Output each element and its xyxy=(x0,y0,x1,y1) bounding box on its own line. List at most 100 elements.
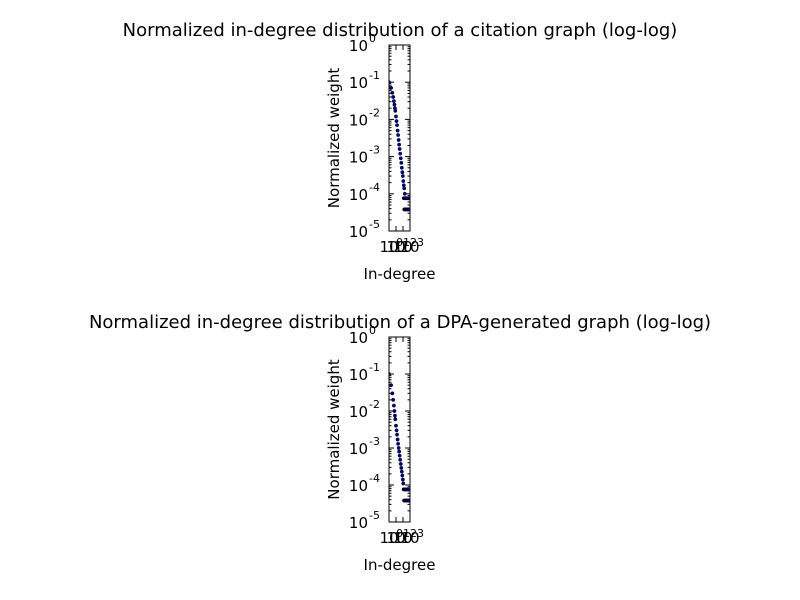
x-tick-label: 102 xyxy=(393,527,417,547)
y-tick-base: 10 xyxy=(349,149,368,167)
y-tick-exponent: -1 xyxy=(369,69,380,82)
y-tick-label: 10 0 xyxy=(349,32,376,55)
x-tick-exponent: 2 xyxy=(410,236,417,249)
x-tick-exponent: 2 xyxy=(410,527,417,540)
y-tick-exponent: -4 xyxy=(369,181,380,194)
y-tick-exponent: -5 xyxy=(369,509,380,522)
data-points xyxy=(389,372,410,503)
y-tick-base: 10 xyxy=(349,366,368,384)
plot-frame xyxy=(388,44,411,232)
data-point xyxy=(391,397,396,402)
y-tick-label: 10 -3 xyxy=(349,435,380,458)
data-point xyxy=(400,174,405,178)
y-tick-label: 10 -2 xyxy=(349,106,380,129)
x-tick-label: 100 xyxy=(379,236,403,256)
data-point xyxy=(390,391,395,396)
y-tick-label: 10 -1 xyxy=(349,69,380,92)
y-tick-base: 10 xyxy=(349,440,368,458)
data-point xyxy=(397,147,402,151)
data-point xyxy=(401,179,406,183)
x-axis-label: In-degree xyxy=(364,265,436,283)
y-tick-exponent: -1 xyxy=(369,361,380,374)
y-tick-exponent: -3 xyxy=(369,435,380,448)
x-tick-label: 101 xyxy=(386,527,410,547)
y-tick-exponent: 0 xyxy=(369,324,376,337)
x-tick-exponent: 3 xyxy=(417,236,424,249)
data-point xyxy=(407,487,410,492)
data-point xyxy=(392,409,397,413)
data-point xyxy=(393,108,398,113)
data-point xyxy=(399,465,404,470)
data-point xyxy=(393,417,398,422)
x-tick-base: 10 xyxy=(400,529,419,547)
y-tick-label: 10 -5 xyxy=(349,218,380,241)
y-tick-exponent: -5 xyxy=(369,218,380,231)
data-point xyxy=(394,423,398,428)
data-point xyxy=(394,428,399,433)
data-point xyxy=(395,432,399,437)
data-point xyxy=(401,481,406,486)
data-point xyxy=(399,160,404,165)
data-point xyxy=(398,462,403,466)
data-point xyxy=(397,449,402,454)
y-tick-base: 10 xyxy=(349,329,368,347)
data-point xyxy=(392,102,397,107)
y-tick-base: 10 xyxy=(349,223,368,241)
y-tick-label: 10 -2 xyxy=(349,398,380,421)
y-axis-label: Normalized weight xyxy=(325,359,343,500)
data-point xyxy=(395,437,400,442)
data-point xyxy=(389,383,394,388)
data-points xyxy=(389,80,410,212)
x-tick-label: 101 xyxy=(386,236,410,256)
data-point xyxy=(396,446,401,450)
subplot-2: Normalized in-degree distribution of a D… xyxy=(89,312,711,574)
data-point xyxy=(394,119,399,124)
y-tick-exponent: -3 xyxy=(369,144,380,157)
data-point xyxy=(389,86,394,90)
x-tick-label: 103 xyxy=(400,236,424,256)
y-tick-base: 10 xyxy=(349,74,368,92)
data-point xyxy=(389,80,391,85)
data-point xyxy=(398,457,403,462)
data-point xyxy=(400,477,405,482)
y-tick-label: 10 -3 xyxy=(349,144,380,167)
data-point xyxy=(402,186,407,191)
y-tick-base: 10 xyxy=(349,111,368,129)
y-tick-base: 10 xyxy=(349,186,368,204)
data-point xyxy=(396,133,401,137)
data-point xyxy=(402,191,407,196)
x-tick-exponent: 0 xyxy=(396,527,403,540)
data-point xyxy=(397,142,402,147)
x-tick-base: 10 xyxy=(393,238,412,256)
y-tick-exponent: -4 xyxy=(369,472,380,485)
chart-title: Normalized in-degree distribution of a c… xyxy=(123,20,678,41)
x-tick-base: 10 xyxy=(393,529,412,547)
x-tick-base: 10 xyxy=(386,238,405,256)
y-tick-label: 10 -1 xyxy=(349,361,380,384)
x-tick-base: 10 xyxy=(379,529,398,547)
x-tick-label: 102 xyxy=(393,236,417,256)
data-point xyxy=(400,170,405,175)
data-point xyxy=(401,183,406,188)
x-tick-exponent: 1 xyxy=(403,236,410,249)
y-tick-base: 10 xyxy=(349,514,368,532)
data-point xyxy=(397,453,402,458)
x-tick-base: 10 xyxy=(386,529,405,547)
data-point xyxy=(400,473,405,478)
x-tick-base: 10 xyxy=(400,238,419,256)
data-point xyxy=(396,441,401,446)
data-point xyxy=(391,99,396,104)
data-point xyxy=(393,413,397,418)
y-tick-exponent: -2 xyxy=(369,106,380,119)
y-tick-exponent: 0 xyxy=(369,32,376,45)
y-axis-label: Normalized weight xyxy=(325,68,343,209)
y-tick-label: 10 0 xyxy=(349,324,376,347)
y-tick-exponent: -2 xyxy=(369,398,380,411)
data-point xyxy=(398,151,403,156)
x-tick-base: 10 xyxy=(379,238,398,256)
y-tick-base: 10 xyxy=(349,477,368,495)
data-point xyxy=(396,138,401,142)
data-point xyxy=(398,156,403,161)
data-point xyxy=(399,165,404,170)
